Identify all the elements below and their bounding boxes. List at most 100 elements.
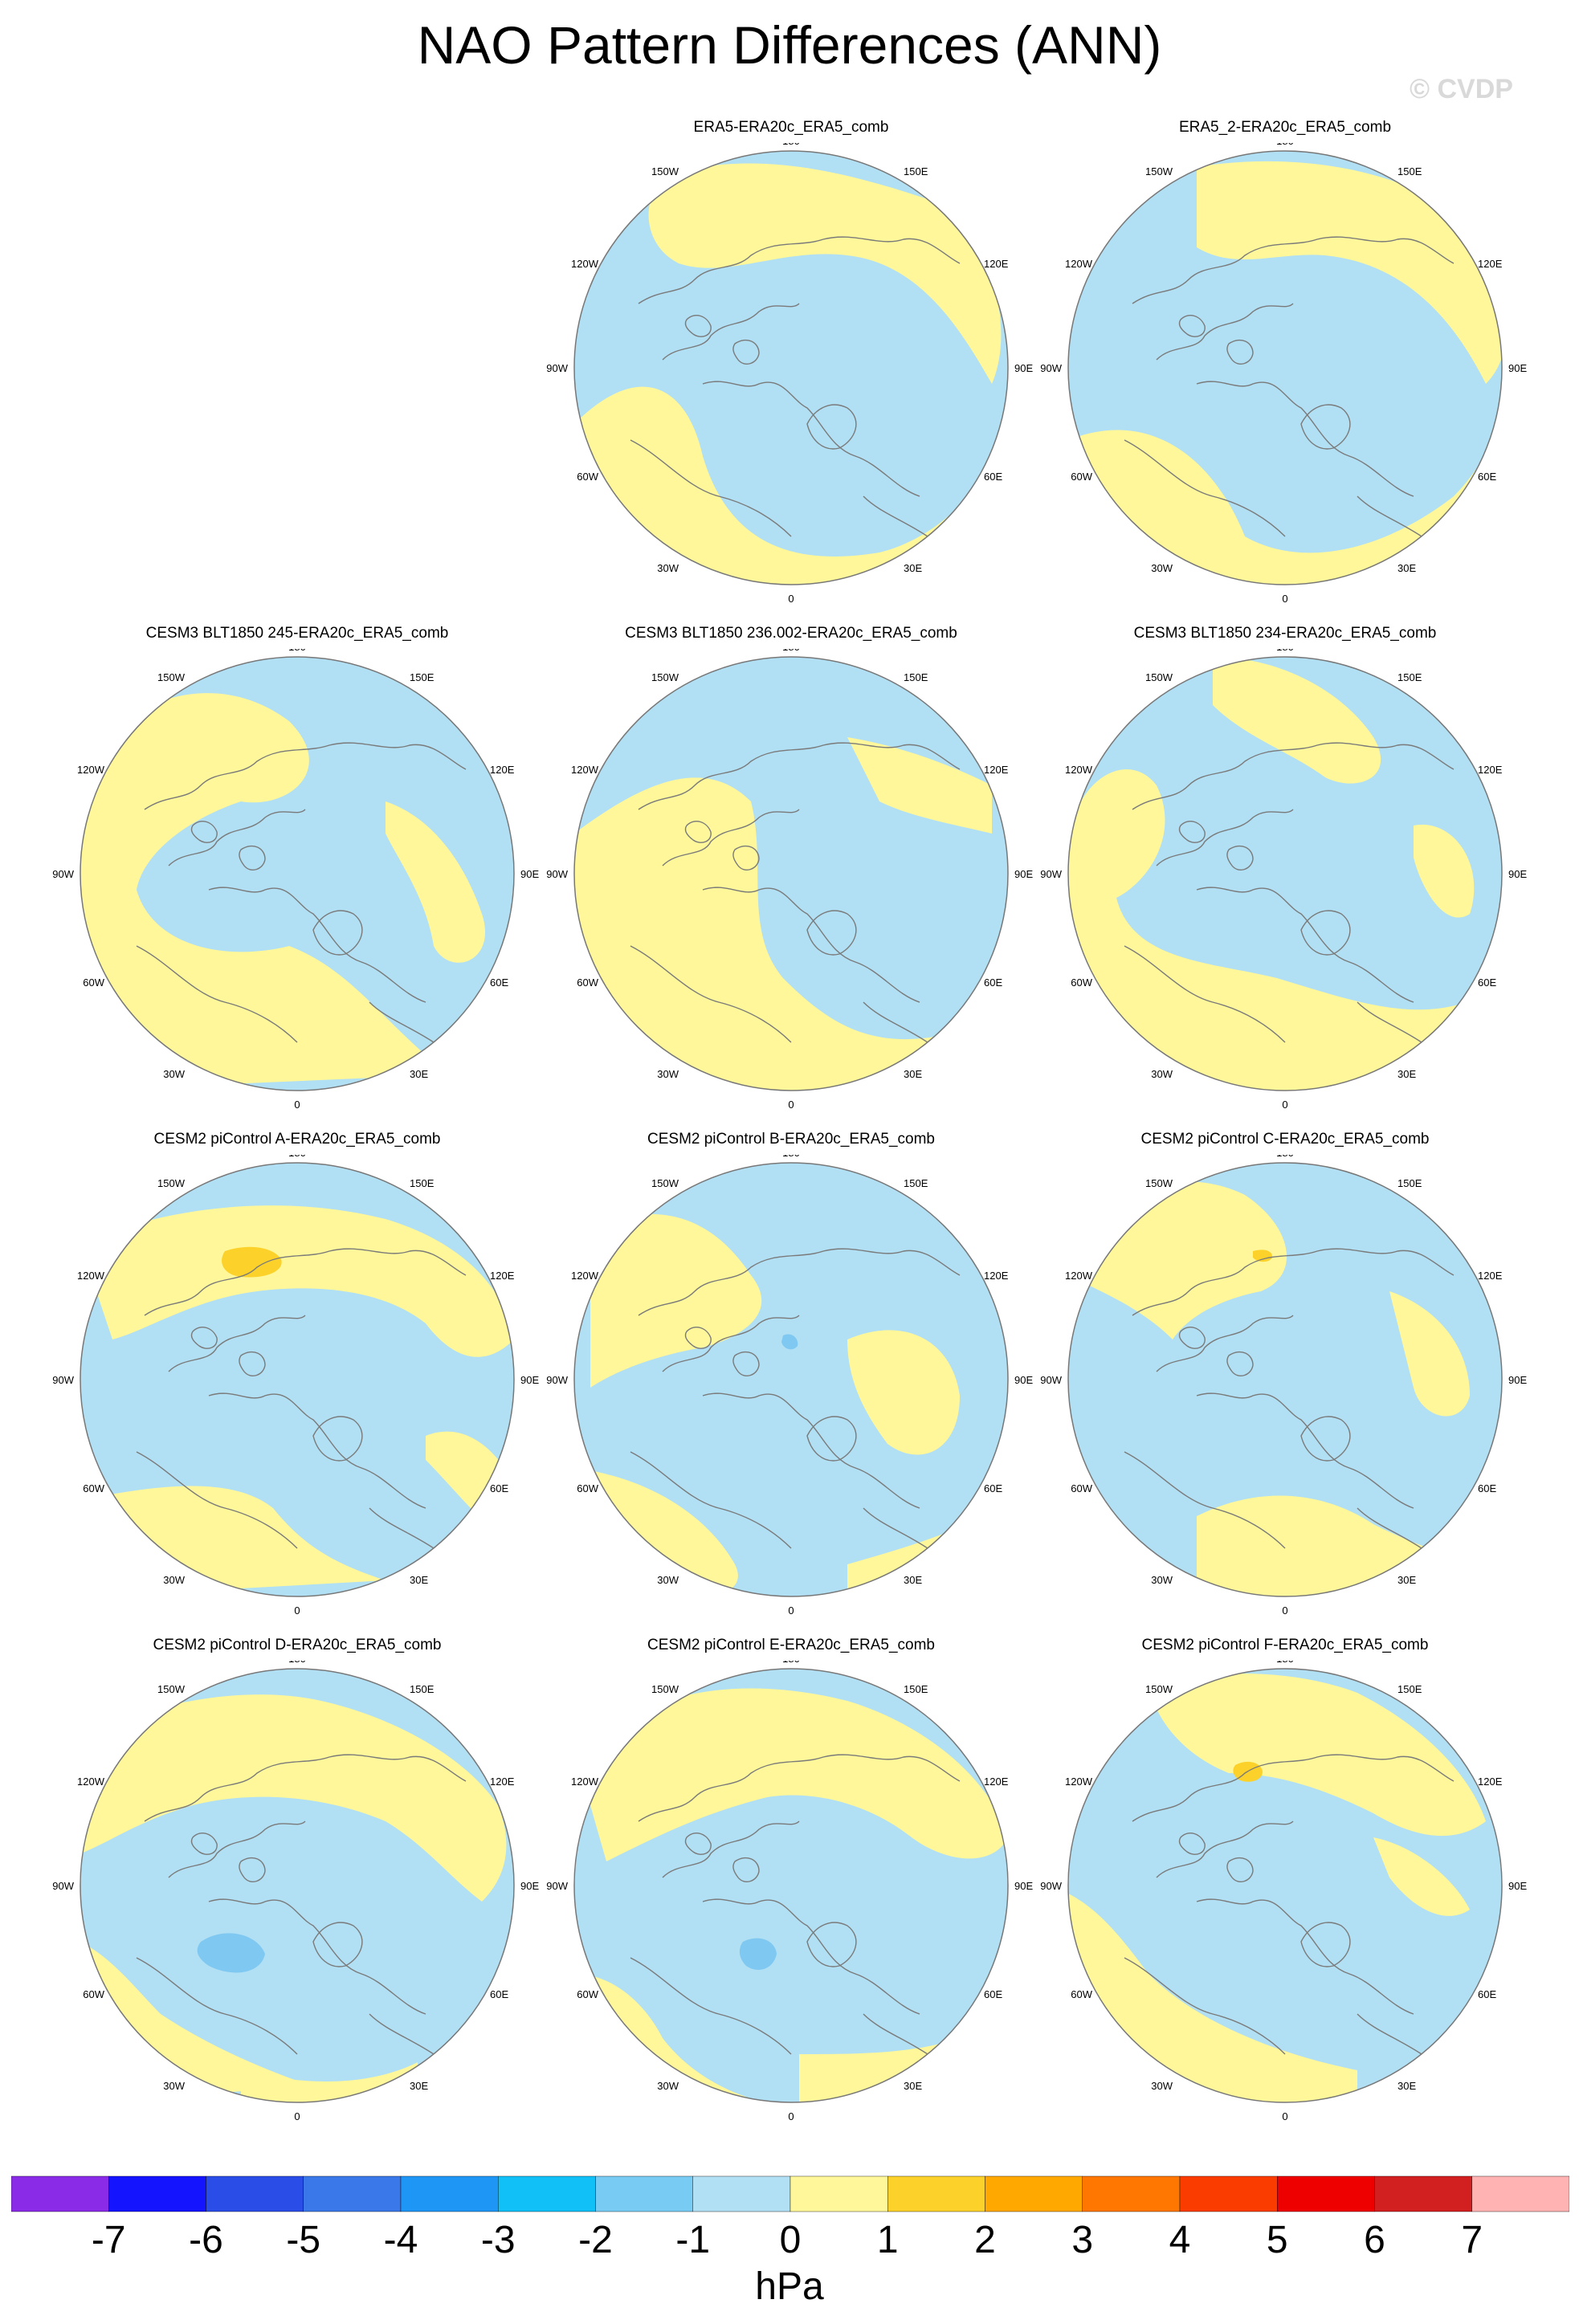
longitude-label: 30E — [410, 1574, 428, 1586]
longitude-label: 120E — [1478, 1270, 1503, 1282]
longitude-label: 60E — [490, 1988, 508, 2000]
positive-anomaly-region — [80, 693, 450, 1091]
longitude-label: 120E — [490, 1270, 515, 1282]
positive-anomaly-region — [648, 163, 1002, 385]
longitude-label: 90W — [546, 1880, 568, 1892]
colorbar-swatch — [108, 2175, 206, 2212]
coastline — [806, 910, 857, 956]
longitude-label: 90W — [1040, 868, 1062, 880]
longitude-label: 120E — [984, 764, 1009, 776]
colorbar-swatch — [206, 2175, 304, 2212]
longitude-label: 180 — [288, 1155, 306, 1159]
positive-anomaly-region — [80, 1205, 514, 1357]
colorbar — [11, 2175, 1569, 2212]
colorbar-swatch — [498, 2175, 596, 2212]
coastline — [136, 1957, 298, 2055]
strong-anomaly-region — [197, 1933, 265, 1973]
coastline — [1196, 887, 1414, 1003]
coastline — [239, 1857, 266, 1882]
coastline — [702, 1898, 920, 2015]
longitude-label: 180 — [288, 649, 306, 653]
figure-title: NAO Pattern Differences (ANN) — [417, 15, 1162, 75]
map-panel: CESM2 piControl E-ERA20c_ERA5_comb 180 0 90… — [542, 1637, 1040, 2134]
coastline — [638, 236, 961, 304]
longitude-label: 30W — [1151, 1068, 1173, 1080]
longitude-label: 120W — [571, 1776, 599, 1788]
longitude-label: 60W — [83, 1988, 104, 2000]
coastline — [662, 1820, 800, 1878]
coastline — [1226, 845, 1254, 870]
coastline — [806, 404, 857, 450]
coastline — [1156, 809, 1294, 866]
positive-anomaly-region — [1213, 657, 1381, 784]
positive-anomaly-region — [1068, 384, 1502, 585]
longitude-label: 60E — [984, 1482, 1002, 1494]
coastline — [208, 887, 426, 1003]
map-panel: CESM3 BLT1850 245-ERA20c_ERA5_comb 180 0 90… — [48, 625, 546, 1123]
longitude-label: 120E — [490, 764, 515, 776]
longitude-label: 30W — [657, 562, 679, 574]
longitude-label: 120W — [1065, 1270, 1093, 1282]
map-panel: ERA5-ERA20c_ERA5_comb180090W90E150W150E1… — [542, 119, 1040, 617]
longitude-label: 150E — [904, 1683, 928, 1695]
longitude-label: 90E — [1508, 1880, 1527, 1892]
longitude-label: 90W — [52, 1880, 74, 1892]
colorbar-tick-label: 5 — [1266, 2219, 1288, 2261]
longitude-label: 30W — [1151, 1574, 1173, 1586]
coastline — [168, 1820, 306, 1878]
panel-title: CESM3 BLT1850 234-ERA20c_ERA5_comb — [1133, 625, 1437, 642]
coastline — [732, 339, 760, 365]
longitude-label: 30E — [904, 1574, 922, 1586]
positive-anomaly-region — [80, 1694, 507, 1902]
longitude-label: 150E — [1397, 1683, 1422, 1695]
longitude-label: 120W — [571, 764, 599, 776]
polar-map: 180 0 90W 90E 150W 150E 120W 120E 60W 60E 30W 30E — [546, 1155, 1033, 1617]
coastline — [806, 1416, 857, 1462]
coastline — [1178, 315, 1206, 337]
coastline — [208, 1898, 426, 2015]
coastline — [1196, 1898, 1414, 2015]
panel-title: ERA5-ERA20c_ERA5_comb — [693, 119, 889, 136]
colorbar-swatch — [692, 2175, 791, 2212]
longitude-label: 90W — [1040, 362, 1062, 374]
coastline — [684, 315, 712, 337]
colorbar-swatch — [1471, 2175, 1569, 2212]
longitude-label: 0 — [294, 1099, 300, 1111]
longitude-label: 60W — [577, 1482, 598, 1494]
colorbar-swatch — [790, 2175, 888, 2212]
map-boundary — [573, 150, 1009, 585]
longitude-label: 180 — [782, 143, 800, 147]
coastline — [168, 809, 306, 866]
map-boundary — [80, 1668, 515, 2103]
coastline — [1132, 1248, 1455, 1316]
longitude-label: 90E — [520, 1374, 539, 1386]
coastline — [684, 821, 712, 843]
longitude-label: 150W — [157, 1683, 186, 1695]
longitude-label: 0 — [1282, 593, 1287, 605]
longitude-label: 60W — [83, 1482, 104, 1494]
coastline — [168, 1315, 306, 1372]
map-boundary — [573, 656, 1009, 1091]
longitude-label: 150E — [1397, 1177, 1422, 1189]
longitude-label: 0 — [1282, 2110, 1287, 2122]
coastline — [239, 845, 266, 870]
longitude-label: 0 — [788, 1099, 794, 1111]
longitude-label: 120W — [77, 764, 105, 776]
coastline — [702, 1392, 920, 1509]
colorbar-tick-label: 2 — [974, 2219, 996, 2261]
coastline — [1300, 1416, 1351, 1462]
coastline — [1156, 303, 1294, 361]
panel-title: CESM2 piControl A-ERA20c_ERA5_comb — [153, 1131, 441, 1148]
longitude-label: 150E — [904, 671, 928, 683]
colorbar-tick-label: 6 — [1364, 2219, 1385, 2261]
coastline — [1196, 381, 1414, 497]
polar-map: 180 0 90W 90E 150W 150E 120W 120E 60W 60E 30W 30E — [1040, 143, 1527, 605]
colorbar-units: hPa — [755, 2265, 824, 2308]
panel-title: CESM3 BLT1850 245-ERA20c_ERA5_comb — [145, 625, 449, 642]
longitude-label: 150W — [651, 1683, 679, 1695]
longitude-label: 180 — [1276, 143, 1294, 147]
longitude-label: 150W — [1145, 1177, 1173, 1189]
map-boundary — [80, 656, 515, 1091]
panel-title: CESM2 piControl E-ERA20c_ERA5_comb — [647, 1637, 935, 1653]
coastline — [1124, 1451, 1286, 1549]
